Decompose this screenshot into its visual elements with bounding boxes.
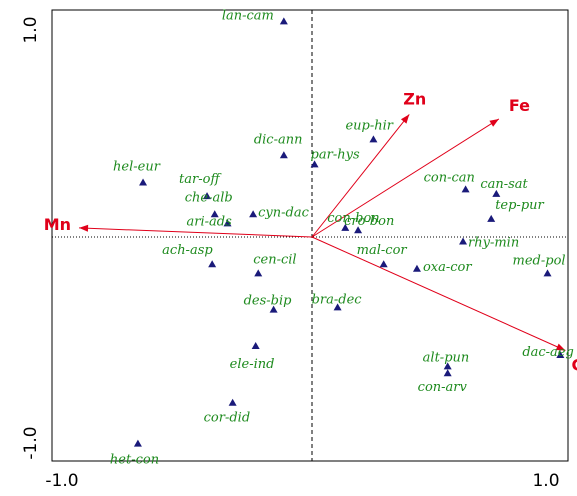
species-label: eup-hir	[345, 118, 393, 133]
species-marker-ach-asp	[208, 260, 217, 268]
species-label: alt-pun	[423, 350, 470, 365]
species-marker-rhy-min	[459, 237, 468, 245]
species-marker-des-bip	[269, 305, 278, 313]
species-points: lan-cam eup-hir dic-ann par-hys hel-eur tar-o…	[110, 8, 574, 467]
species-label: tep-pur	[495, 198, 544, 213]
species-label: ele-ind	[230, 357, 275, 372]
species-marker-tep-pur	[487, 214, 496, 222]
y-tick-label: 1.0	[21, 16, 41, 43]
species-label: oxa-cor	[423, 260, 472, 275]
species-label: che-alb	[185, 190, 233, 205]
env-vector-label: Cu	[571, 356, 577, 375]
species-label: cor-did	[204, 411, 251, 426]
species-marker-ari-ads	[223, 219, 232, 227]
env-vector-cu	[311, 236, 566, 351]
x-tick-label: -1.0	[45, 471, 78, 491]
species-label: mal-cor	[357, 243, 408, 258]
species-marker-eup-hir	[369, 135, 378, 143]
species-marker-can-sat	[492, 189, 501, 197]
species-marker-che-alb	[210, 210, 219, 218]
species-label: ach-asp	[162, 243, 213, 258]
species-marker-con-arv	[443, 369, 452, 377]
env-vector-label: Fe	[509, 96, 530, 115]
species-marker-cro-bon	[354, 226, 363, 234]
species-label: con-bon	[327, 211, 379, 226]
species-marker-alt-pun	[443, 362, 452, 370]
env-vector-arrowhead	[555, 343, 566, 351]
env-vector-mn	[79, 227, 313, 238]
species-marker-het-con	[133, 439, 142, 447]
species-marker-dic-ann	[279, 151, 288, 159]
species-label: con-arv	[418, 380, 468, 395]
species-marker-cyn-dac	[249, 210, 258, 218]
species-marker-lan-cam	[279, 17, 288, 25]
env-vector-fe	[311, 118, 500, 238]
species-label: cro-bon	[344, 214, 394, 229]
species-label: des-bip	[244, 294, 293, 309]
species-label: par-hys	[311, 147, 360, 162]
env-vector-label: Zn	[403, 89, 426, 108]
species-label: med-pol	[513, 253, 566, 268]
x-tick-label: 1.0	[532, 471, 559, 491]
species-marker-bra-dec	[333, 303, 342, 311]
species-marker-con-can	[461, 185, 470, 193]
env-vector-zn	[311, 114, 410, 238]
plot-frame	[51, 9, 569, 462]
species-label: het-con	[110, 453, 159, 468]
species-label: hel-eur	[113, 160, 161, 175]
species-label: can-sat	[480, 177, 528, 192]
species-marker-oxa-cor	[412, 264, 421, 272]
species-marker-hel-eur	[139, 178, 148, 186]
species-marker-par-hys	[310, 160, 319, 168]
species-label: ari-ads	[187, 214, 233, 229]
env-vector-arrowhead	[400, 114, 410, 124]
species-marker-con-bon	[341, 223, 350, 231]
y-tick-label: -1.0	[21, 426, 41, 459]
x-tick-labels: -1.0 1.0	[45, 471, 559, 491]
species-marker-dac-aeg	[556, 351, 565, 359]
species-label: dac-aeg	[522, 345, 574, 360]
species-label: cyn-dac	[258, 205, 309, 220]
species-marker-ele-ind	[251, 341, 260, 349]
species-marker-cen-cil	[254, 269, 263, 277]
species-marker-tar-off	[203, 192, 212, 200]
y-tick-labels: -1.0 1.0	[21, 16, 41, 459]
env-vector-arrowhead	[489, 118, 499, 127]
env-vectors: Mn Zn Fe Cu	[44, 89, 577, 374]
species-label: cen-cil	[253, 252, 296, 267]
species-label: tar-off	[179, 172, 222, 187]
species-marker-mal-cor	[379, 260, 388, 268]
species-label: con-can	[424, 170, 475, 185]
species-marker-cor-did	[228, 398, 237, 406]
env-vector-arrowhead	[79, 224, 89, 232]
species-label: rhy-min	[468, 236, 519, 251]
env-vector-label: Mn	[44, 215, 71, 234]
species-label: bra-dec	[312, 292, 363, 307]
species-label: dic-ann	[254, 132, 303, 147]
species-marker-med-pol	[543, 269, 552, 277]
species-label: lan-cam	[222, 8, 274, 23]
